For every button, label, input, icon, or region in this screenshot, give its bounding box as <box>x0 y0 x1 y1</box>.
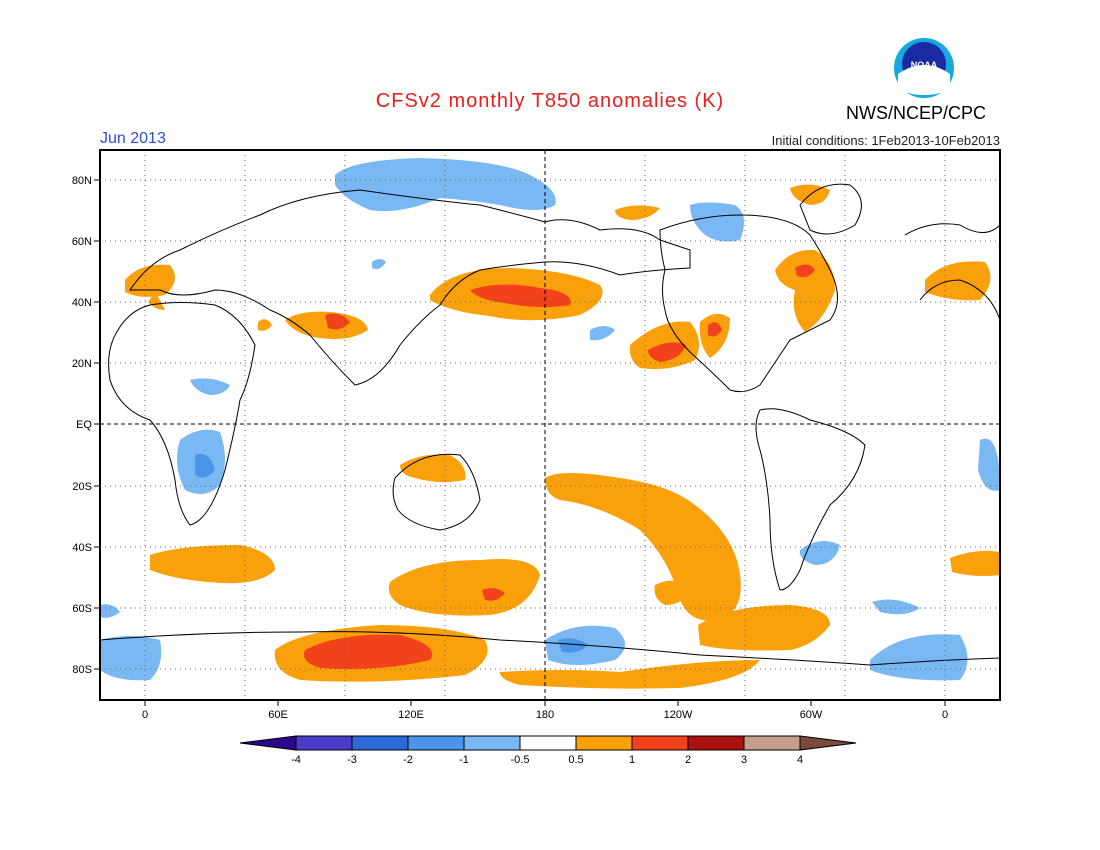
lat-label: 80S <box>72 664 92 676</box>
longitude-labels: 0 60E 120E 180 120W 60W 0 <box>142 709 948 721</box>
noaa-logo-text: NOAA <box>911 60 938 70</box>
initial-conditions: Initial conditions: 1Feb2013-10Feb2013 <box>771 133 1000 148</box>
colorbar-tick-label: 1 <box>629 754 635 766</box>
colorbar-tick-label: -2 <box>403 754 413 766</box>
colorbar-swatch <box>687 735 745 751</box>
warm-anomaly-europe-west <box>125 264 175 297</box>
colorbar-tick-label: -0.5 <box>511 754 530 766</box>
cool-anomaly-south-america <box>799 541 840 565</box>
lon-label: 120W <box>664 709 693 721</box>
colorbar-tick-label: 3 <box>741 754 747 766</box>
colorbar-tick-label: -1 <box>459 754 469 766</box>
axis-ticks <box>94 179 946 706</box>
lat-label: 40S <box>72 542 92 554</box>
colorbar-arrow-high <box>799 735 857 751</box>
organization-label: NWS/NCEP/CPC <box>846 103 987 123</box>
lon-label: 60E <box>268 709 288 721</box>
cool-anomaly-pacific <box>590 326 615 341</box>
colorbar-arrow-low <box>239 735 297 751</box>
anomaly-layer <box>100 158 1000 689</box>
lon-label: 120E <box>398 709 424 721</box>
warm-anomaly-southern-ocean-indian <box>150 545 275 584</box>
colorbar-tick-label: 2 <box>685 754 691 766</box>
colorbar-tick-label: -4 <box>291 754 301 766</box>
latitude-labels: 80N 60N 40N 20N EQ 20S 40S 60S 80S <box>72 175 93 676</box>
cool-anomaly-brazil-coast <box>978 438 1000 491</box>
colorbar-swatch <box>519 735 577 751</box>
colorbar-swatch <box>743 735 801 751</box>
equator-dateline <box>100 150 1000 700</box>
lon-label: 60W <box>800 709 823 721</box>
warm-anomaly-australia-north <box>400 454 466 483</box>
warm-anomaly-tasman <box>388 559 540 616</box>
warm-anomaly-south-pacific <box>545 473 741 621</box>
lat-label: 60S <box>72 603 92 615</box>
colorbar-tick-label: 0.5 <box>568 754 583 766</box>
lat-label: EQ <box>76 419 92 431</box>
map-title: CFSv2 monthly T850 anomalies (K) <box>375 90 725 112</box>
warm-anomaly-canada-east <box>775 249 835 332</box>
map-frame <box>99 149 1001 701</box>
colorbar: -4 -3 -2 -1 -0.5 0.5 1 2 3 4 <box>239 735 857 766</box>
lat-label: 20N <box>72 358 92 370</box>
cool-anomaly-antarctic-west <box>100 636 162 681</box>
colorbar-swatch <box>575 735 633 751</box>
lat-label: 80N <box>72 175 92 187</box>
colorbar-swatch <box>631 735 689 751</box>
colorbar-tick-label: -3 <box>347 754 357 766</box>
grid-lines <box>100 150 1000 700</box>
colorbar-swatch <box>295 735 353 751</box>
coastlines <box>100 183 1000 666</box>
cool-anomaly-weddell <box>870 634 968 681</box>
colorbar-swatch <box>463 735 521 751</box>
lat-label: 20S <box>72 481 92 493</box>
warm-anomaly-middle-east <box>285 311 368 339</box>
colorbar-swatch <box>407 735 465 751</box>
warm-anomaly-amundsen <box>698 605 830 651</box>
lon-label: 180 <box>536 709 554 721</box>
lat-label: 60N <box>72 236 92 248</box>
noaa-logo: NOAA <box>894 38 954 98</box>
forecast-month: Jun 2013 <box>100 130 166 147</box>
lon-label: 0 <box>142 709 148 721</box>
lon-label: 0 <box>942 709 948 721</box>
cool-anomaly-alaska <box>690 202 744 242</box>
lat-label: 40N <box>72 297 92 309</box>
cool-anomaly-drake <box>872 599 920 615</box>
colorbar-swatch <box>351 735 409 751</box>
cool-anomaly-arctic-siberia <box>335 158 556 212</box>
cool-anomaly-africa-east <box>190 378 230 395</box>
colorbar-tick-label: 4 <box>797 754 803 766</box>
